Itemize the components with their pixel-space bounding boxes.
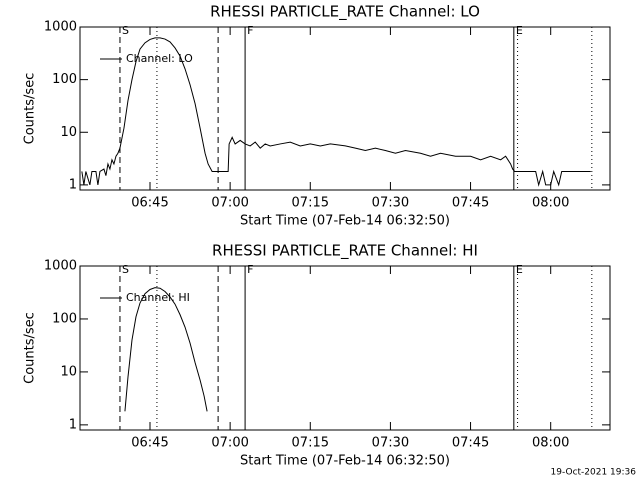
plot-frame	[79, 26, 611, 191]
legend-label: Channel: HI	[126, 291, 190, 304]
x-axis-label: Start Time (07-Feb-14 06:32:50)	[240, 214, 450, 229]
time-marker-label: F	[247, 24, 253, 37]
y-tick-label: 10	[60, 364, 77, 379]
data-line	[81, 37, 591, 187]
time-marker-label: S	[122, 24, 129, 37]
x-tick-label: 07:30	[372, 436, 409, 451]
chart-title: RHESSI PARTICLE_RATE Channel: LO	[210, 3, 480, 22]
legend-label: Channel: LO	[126, 52, 193, 65]
y-tick-label: 10	[60, 125, 77, 140]
data-line	[124, 287, 208, 412]
time-marker-label: E	[516, 263, 523, 276]
time-marker-label: S	[122, 263, 129, 276]
plot-frame	[79, 265, 611, 431]
x-tick-label: 07:45	[452, 196, 489, 211]
x-tick-label: 06:45	[131, 196, 168, 211]
footer-date: 19-Oct-2021 19:36	[551, 468, 637, 478]
y-tick-label: 1	[69, 417, 77, 432]
y-axis-label: Counts/sec	[23, 73, 38, 145]
chart-title: RHESSI PARTICLE_RATE Channel: HI	[212, 242, 478, 261]
x-tick-label: 08:00	[532, 436, 569, 451]
x-tick-label: 07:45	[452, 436, 489, 451]
x-tick-label: 07:15	[292, 196, 329, 211]
x-tick-label: 08:00	[532, 196, 569, 211]
y-tick-label: 1000	[44, 20, 77, 35]
time-marker-label: E	[516, 24, 523, 37]
x-tick-label: 06:45	[131, 436, 168, 451]
x-tick-label: 07:15	[292, 436, 329, 451]
y-tick-label: 100	[52, 311, 77, 326]
y-tick-label: 100	[52, 72, 77, 87]
y-tick-label: 1000	[44, 259, 77, 274]
time-marker-label: F	[247, 263, 253, 276]
y-tick-label: 1	[69, 177, 77, 192]
x-tick-label: 07:30	[372, 196, 409, 211]
x-tick-label: 07:00	[211, 196, 248, 211]
x-axis-label: Start Time (07-Feb-14 06:32:50)	[240, 454, 450, 469]
y-axis-label: Counts/sec	[23, 312, 38, 384]
x-tick-label: 07:00	[211, 436, 248, 451]
